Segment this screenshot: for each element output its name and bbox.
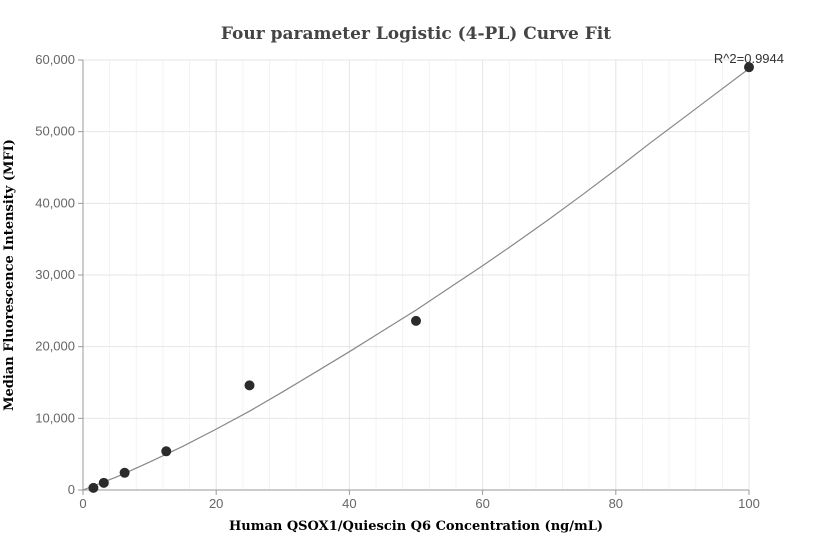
- data-point: [119, 467, 130, 478]
- data-point: [98, 477, 109, 488]
- x-tick-label: 80: [609, 496, 623, 511]
- y-tick-label: 40,000: [35, 195, 75, 210]
- fit-curve: [82, 68, 750, 491]
- y-tick-label: 50,000: [35, 124, 75, 139]
- x-axis-label: Human QSOX1/Quiescin Q6 Concentration (n…: [229, 519, 603, 534]
- y-tick-label: 10,000: [35, 410, 75, 425]
- data-point: [744, 62, 754, 73]
- x-tick-label: 20: [209, 496, 223, 511]
- major-gridlines: [82, 59, 750, 491]
- y-tick-label: 30,000: [35, 267, 75, 282]
- x-tick-label: 40: [342, 496, 356, 511]
- chart-title: Four parameter Logistic (4-PL) Curve Fit: [221, 24, 611, 44]
- data-point: [161, 446, 172, 457]
- data-points: [88, 62, 754, 493]
- data-point: [244, 380, 255, 391]
- r-squared-annotation: R^2=0.9944: [714, 51, 784, 66]
- y-tick-label: 20,000: [35, 339, 75, 354]
- x-tick-label: 100: [738, 496, 760, 511]
- data-point: [88, 482, 99, 493]
- data-point: [411, 315, 421, 326]
- y-tick-label: 0: [68, 482, 75, 497]
- x-tick-label: 0: [79, 496, 86, 511]
- y-tick-label: 60,000: [35, 52, 75, 67]
- x-tick-label: 60: [475, 496, 489, 511]
- axes: [78, 59, 750, 495]
- tick-labels: 0 20 40 60 80 100 0 10,000 20,000 30,000 40,000 50,…: [35, 52, 760, 511]
- y-axis-label: Median Fluorescence Intensity (MFI): [2, 139, 17, 411]
